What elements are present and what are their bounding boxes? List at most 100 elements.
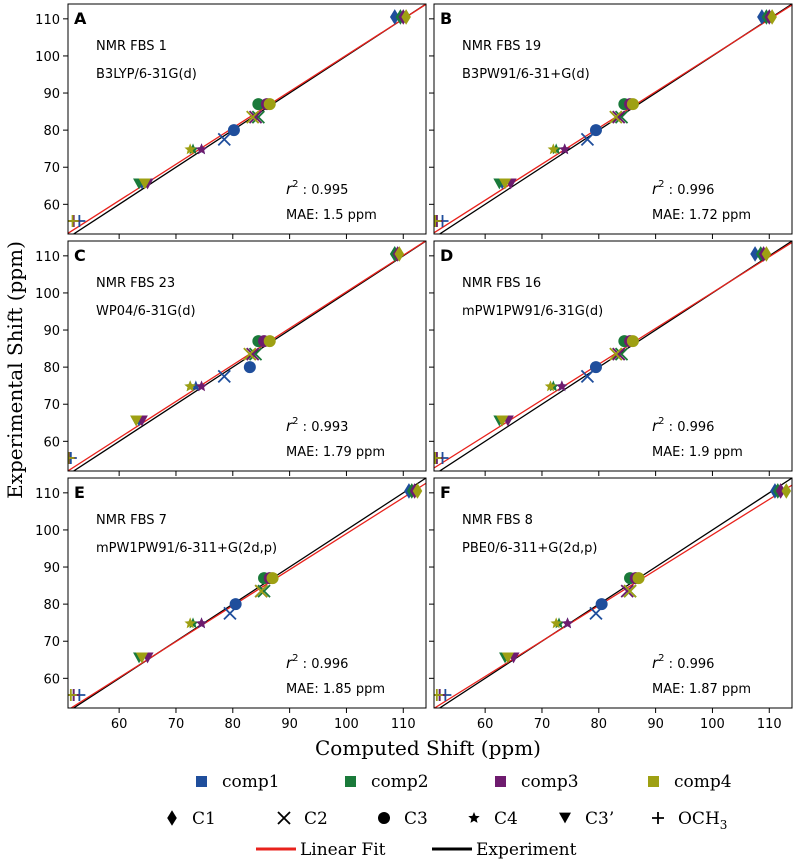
point-comp4-OCH3 <box>68 215 79 228</box>
panel-letter: F <box>440 483 451 502</box>
point-comp4-C4 <box>547 143 560 155</box>
panel-mae: MAE: 1.9 ppm <box>652 445 743 460</box>
legend-label-C3: C3 <box>404 809 428 829</box>
point-comp2-C2 <box>614 110 629 124</box>
x-tick-label: 60 <box>477 717 494 732</box>
point-comp4-OCH3 <box>68 689 77 702</box>
point-comp2-C2 <box>251 110 266 124</box>
panel-frame <box>433 240 793 472</box>
point-comp3-C4 <box>195 617 208 629</box>
panel-mae: MAE: 1.87 ppm <box>652 682 751 697</box>
x-tick-label: 60 <box>111 717 128 732</box>
plot-area <box>434 4 792 234</box>
point-comp2-C2 <box>257 584 271 598</box>
panel-method: NMR FBS 23 <box>96 276 175 291</box>
point-comp1-C3 <box>229 598 242 611</box>
y-tick-label: 70 <box>43 398 60 413</box>
y-tick-label: 60 <box>43 198 60 213</box>
panel-mae: MAE: 1.72 ppm <box>652 208 751 223</box>
point-comp2-C2 <box>248 347 263 361</box>
point-comp3-C2 <box>620 584 634 598</box>
panel-mae: MAE: 1.85 ppm <box>286 682 385 697</box>
panel-D: D NMR FBS 16 mPW1PW91/6-31G(d) r2 : 0.996 MA… <box>429 240 793 476</box>
panel-letter: B <box>440 9 452 28</box>
y-tick-label: 110 <box>35 250 60 265</box>
panel-B: B NMR FBS 19 B3PW91/6-31+G(d) r2 : 0.996 MAE… <box>429 3 793 239</box>
panel-frame <box>67 477 427 709</box>
panel-frame <box>67 3 427 235</box>
x-tick-label: 80 <box>225 717 242 732</box>
point-comp1-C1 <box>750 246 760 262</box>
point-comp4-C1 <box>781 483 792 499</box>
plot-area <box>434 478 792 708</box>
panel-r2: r2 : 0.996 <box>652 653 714 672</box>
point-comp1-C3 <box>243 361 256 374</box>
panel-frame <box>433 3 793 235</box>
panel-A: 60 70 80 90 100 110 A NMR FBS 1 B3LYP/6-31G(d) r2… <box>35 3 427 239</box>
point-comp3-C4 <box>561 617 574 629</box>
panel-frame <box>67 240 427 472</box>
point-comp3-C2 <box>612 347 626 361</box>
panel-F: 60 70 80 90 100 110 F NMR FBS 8 PBE0/6-311+G(2d,… <box>429 477 793 732</box>
point-comp4-C3p <box>135 652 148 664</box>
point-comp4-C3p <box>138 178 151 190</box>
point-comp1-C3 <box>595 598 608 611</box>
panel-letter: A <box>74 9 87 28</box>
fit-line <box>69 482 426 708</box>
panel-method: NMR FBS 16 <box>462 276 541 291</box>
point-comp4-C2 <box>609 347 623 361</box>
point-comp4-C2 <box>243 347 257 361</box>
legend-label-OCH3: OCH3 <box>678 809 727 832</box>
point-comp4-C4 <box>544 380 557 392</box>
x-tick-label: 70 <box>168 717 185 732</box>
fit-line <box>68 4 426 234</box>
legend-marker-C3 <box>378 812 390 824</box>
legend-swatch-comp3 <box>495 776 506 787</box>
y-tick-label: 60 <box>43 435 60 450</box>
fit-line <box>434 241 792 469</box>
legend-label-comp2: comp2 <box>371 772 429 792</box>
point-comp3-C4 <box>556 380 568 392</box>
panel-r2: r2 : 0.993 <box>286 416 348 435</box>
panel-r2: r2 : 0.996 <box>286 653 348 672</box>
legend-swatch-comp4 <box>648 776 659 787</box>
panel-r2: r2 : 0.996 <box>652 416 714 435</box>
point-comp4-C2 <box>609 110 623 124</box>
legend: comp1 comp2 comp3 comp4 C1 C2 C3 C4 C3’ OCH3 Linea… <box>167 772 732 860</box>
point-comp3-C2 <box>246 347 260 361</box>
point-comp2-C3 <box>252 98 265 111</box>
x-tick-label: 90 <box>647 717 664 732</box>
point-comp4-C3 <box>632 572 645 585</box>
legend-label-fit: Linear Fit <box>300 840 386 860</box>
point-comp4-OCH3 <box>434 215 442 228</box>
point-comp4-C4 <box>184 617 196 629</box>
panel-basis: B3LYP/6-31G(d) <box>96 67 197 82</box>
point-comp4-C1 <box>412 483 423 499</box>
point-comp1-C3 <box>589 124 602 137</box>
y-tick-label: 100 <box>35 524 60 539</box>
point-comp1-C2 <box>217 132 231 147</box>
point-comp1-C3 <box>589 361 602 374</box>
x-tick-label: 110 <box>391 717 416 732</box>
y-tick-label: 70 <box>43 635 60 650</box>
point-comp4-C3p <box>501 652 514 664</box>
experiment-line <box>438 478 792 708</box>
legend-marker-OCH3 <box>652 812 664 824</box>
panel-mae: MAE: 1.79 ppm <box>286 445 385 460</box>
panel-mae: MAE: 1.5 ppm <box>286 208 377 223</box>
x-tick-label: 100 <box>700 717 725 732</box>
legend-label-comp1: comp1 <box>222 772 280 792</box>
x-tick-label: 80 <box>591 717 608 732</box>
panel-method: NMR FBS 19 <box>462 39 541 54</box>
legend-marker-C2 <box>277 811 291 825</box>
point-comp4-C3p <box>496 415 509 427</box>
point-comp4-C4 <box>184 380 196 392</box>
point-comp4-C2 <box>246 110 260 124</box>
point-comp1-C3 <box>227 124 240 137</box>
panel-C: 60 70 80 90 100 110 C NMR FBS 23 WP04/6-31G(d) r2… <box>35 240 427 476</box>
legend-label-C4: C4 <box>494 809 518 829</box>
legend-label-experiment: Experiment <box>476 840 577 860</box>
point-comp3-C4 <box>195 380 208 392</box>
panel-basis: B3PW91/6-31+G(d) <box>462 67 590 82</box>
